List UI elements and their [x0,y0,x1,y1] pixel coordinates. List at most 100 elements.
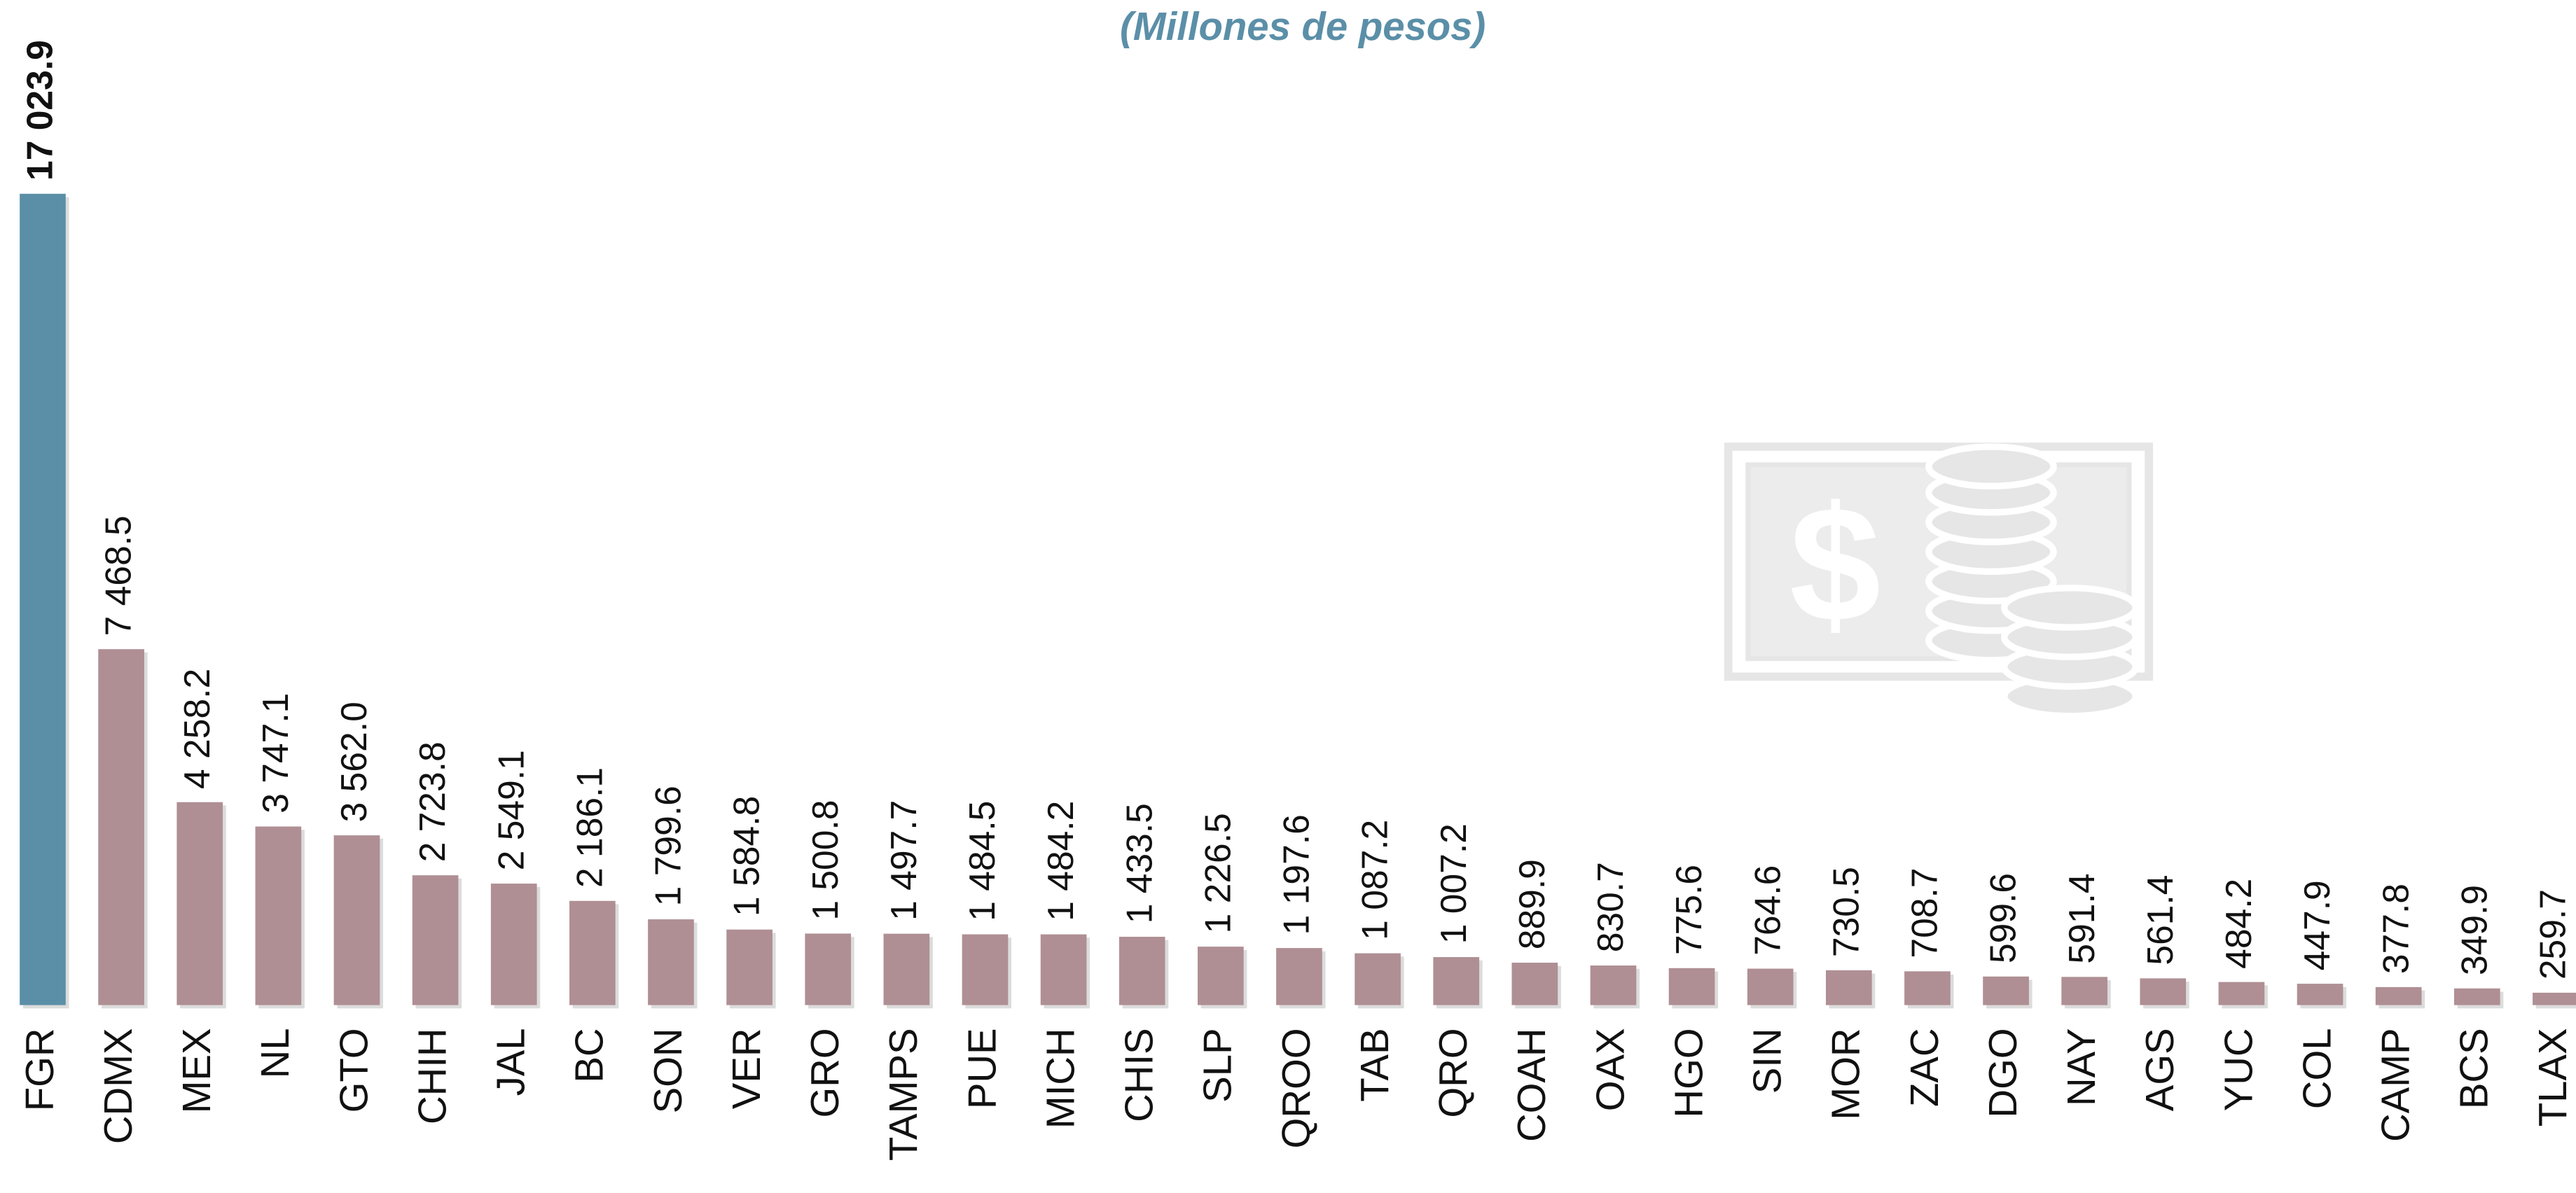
bar [883,933,930,1005]
x-tick-label: NL [253,1028,297,1078]
x-tick-label: GRO [803,1028,847,1117]
value-label: 1 226.5 [1197,813,1238,933]
bar [1747,968,1794,1005]
value-label: 259.7 [2533,889,2573,979]
value-label: 484.2 [2218,879,2259,969]
x-tick-label: QRO [1431,1028,1475,1117]
value-label: 7 468.5 [98,515,139,636]
x-tick-label: QROO [1274,1028,1318,1148]
x-tick-label: YUC [2216,1028,2260,1111]
bar [2453,988,2500,1005]
bar [98,649,144,1005]
value-label: 1 584.8 [726,796,767,916]
value-label: 3 747.1 [255,693,296,814]
x-tick-label: OAX [1588,1028,1632,1111]
value-label: 730.5 [1825,867,1866,957]
value-label: 1 500.8 [805,800,845,921]
x-tick-label: NAY [2059,1028,2103,1106]
x-tick-label: SLP [1196,1028,1240,1102]
x-tick-label: FGR [18,1028,62,1111]
bar [490,884,537,1005]
x-tick-label: COL [2294,1028,2339,1109]
bar [255,826,302,1005]
x-tick-label: TLAX [2530,1028,2575,1126]
value-label: 2 186.1 [569,767,609,888]
value-label: 2 549.1 [490,750,531,870]
x-tick-label: PUE [960,1028,1004,1109]
x-tick-label: MICH [1038,1028,1082,1129]
bar [2375,986,2422,1005]
value-label: 349.9 [2453,885,2494,975]
value-label: 3 562.0 [333,702,374,822]
value-label: 1 197.6 [1276,814,1317,935]
value-label: 2 723.8 [412,741,452,862]
x-tick-label: BCS [2452,1028,2496,1109]
value-label: 1 433.5 [1119,803,1159,923]
bar [648,919,694,1005]
value-label: 1 799.6 [648,786,688,906]
value-label: 764.6 [1747,865,1787,956]
value-label: 1 484.5 [962,801,1002,921]
value-label: 17 023.9 [20,40,60,181]
x-tick-label: SON [646,1028,690,1113]
bar [2218,982,2265,1005]
bar [2140,978,2187,1005]
value-label: 377.8 [2375,884,2416,974]
value-label: 1 484.2 [1040,801,1081,921]
bar [2533,992,2576,1005]
value-label: 1 497.7 [883,800,924,921]
bar [1197,947,1244,1005]
bar [2297,984,2343,1005]
bar [176,802,223,1005]
bar [1433,957,1480,1005]
x-tick-label: BC [567,1028,611,1082]
x-tick-label: COAH [1509,1028,1553,1142]
bar [1276,948,1322,1005]
x-tick-label: TAMPS [881,1028,925,1161]
bar [726,929,773,1005]
bar [1590,965,1637,1005]
x-tick-label: CHIS [1117,1028,1161,1122]
value-label: 889.9 [1511,859,1552,949]
bar [1668,968,1715,1005]
bar [1040,934,1087,1005]
bar [805,933,852,1005]
bar [1904,971,1951,1005]
x-tick-label: TAB [1352,1028,1397,1101]
bar [1119,937,1165,1005]
svg-text:$: $ [1789,473,1881,656]
bar [962,934,1009,1005]
bar [20,193,66,1005]
bar [333,835,380,1005]
bar [412,875,459,1005]
value-label: 4 258.2 [176,669,217,789]
x-tick-label: DGO [1981,1028,2025,1117]
value-label: 830.7 [1590,862,1630,952]
x-tick-label: JAL [489,1028,533,1096]
x-tick-label: MEX [174,1028,219,1113]
value-label: 561.4 [2140,874,2180,965]
x-tick-label: CDMX [96,1028,140,1144]
value-label: 591.4 [2061,873,2102,963]
bar [1355,953,1401,1005]
money-icon: $ [1724,442,2153,720]
x-tick-label: CHIH [410,1028,454,1124]
x-tick-label: HGO [1666,1028,1710,1117]
x-tick-label: ZAC [1902,1028,1946,1107]
bar [1825,970,1872,1005]
x-tick-label: AGS [2138,1028,2182,1111]
x-tick-label: MOR [1824,1028,1868,1119]
chart-title: (Millones de pesos) [1120,4,1486,48]
x-tick-label: GTO [331,1028,375,1112]
value-label: 599.6 [1983,873,2023,963]
bar [1511,963,1558,1005]
bar [1983,976,2029,1005]
value-label: 1 087.2 [1355,820,1395,940]
value-label: 775.6 [1668,865,1709,955]
value-label: 708.7 [1904,867,1945,958]
value-label: 447.9 [2297,880,2337,970]
x-tick-label: SIN [1745,1028,1789,1094]
value-label: 1 007.2 [1433,823,1474,944]
